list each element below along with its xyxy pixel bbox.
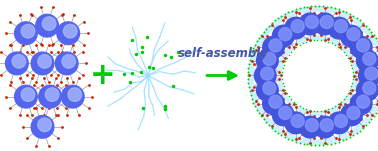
Circle shape [356, 39, 370, 52]
Circle shape [6, 52, 28, 75]
Circle shape [269, 39, 282, 52]
Circle shape [31, 116, 54, 138]
Circle shape [285, 112, 307, 134]
Circle shape [55, 52, 78, 75]
Circle shape [320, 15, 333, 29]
Circle shape [279, 28, 292, 41]
Circle shape [341, 25, 363, 47]
Text: +: + [90, 61, 116, 90]
Circle shape [42, 17, 56, 31]
Circle shape [291, 20, 304, 33]
Circle shape [36, 14, 58, 37]
Polygon shape [277, 36, 357, 115]
Circle shape [15, 85, 37, 108]
Circle shape [363, 52, 376, 65]
Circle shape [320, 119, 333, 132]
Circle shape [263, 52, 276, 65]
Polygon shape [249, 7, 378, 144]
Circle shape [57, 22, 79, 45]
Circle shape [335, 114, 347, 127]
Circle shape [61, 85, 84, 108]
Circle shape [299, 13, 321, 35]
Circle shape [347, 28, 360, 41]
Circle shape [359, 65, 378, 86]
Circle shape [257, 50, 278, 72]
Circle shape [263, 36, 284, 58]
Circle shape [365, 67, 378, 80]
Circle shape [263, 82, 276, 95]
Circle shape [291, 114, 304, 127]
Circle shape [38, 55, 51, 68]
Circle shape [279, 106, 292, 119]
Circle shape [299, 116, 321, 138]
Circle shape [305, 15, 318, 29]
Circle shape [341, 104, 363, 126]
Circle shape [64, 24, 77, 38]
Circle shape [335, 20, 347, 33]
Circle shape [68, 88, 82, 101]
Circle shape [328, 112, 350, 134]
Circle shape [263, 93, 284, 115]
Circle shape [31, 52, 54, 75]
Circle shape [38, 118, 51, 132]
Circle shape [21, 88, 35, 101]
Circle shape [350, 36, 372, 58]
Circle shape [261, 67, 274, 80]
Circle shape [356, 95, 370, 108]
Circle shape [45, 88, 59, 101]
Circle shape [350, 93, 372, 115]
Text: self-assembly: self-assembly [178, 47, 268, 60]
Circle shape [347, 106, 360, 119]
Circle shape [15, 22, 37, 45]
Circle shape [363, 82, 376, 95]
Circle shape [356, 50, 378, 72]
Circle shape [12, 55, 26, 68]
Circle shape [62, 55, 76, 68]
Circle shape [257, 79, 278, 101]
Circle shape [254, 65, 276, 86]
Circle shape [305, 119, 318, 132]
Circle shape [21, 24, 35, 38]
Circle shape [328, 17, 350, 39]
Circle shape [273, 104, 294, 126]
Circle shape [269, 95, 282, 108]
Circle shape [39, 85, 61, 108]
Circle shape [273, 25, 294, 47]
Circle shape [284, 42, 351, 109]
Circle shape [285, 17, 307, 39]
Circle shape [356, 79, 378, 101]
Circle shape [314, 13, 336, 35]
Circle shape [314, 116, 336, 138]
